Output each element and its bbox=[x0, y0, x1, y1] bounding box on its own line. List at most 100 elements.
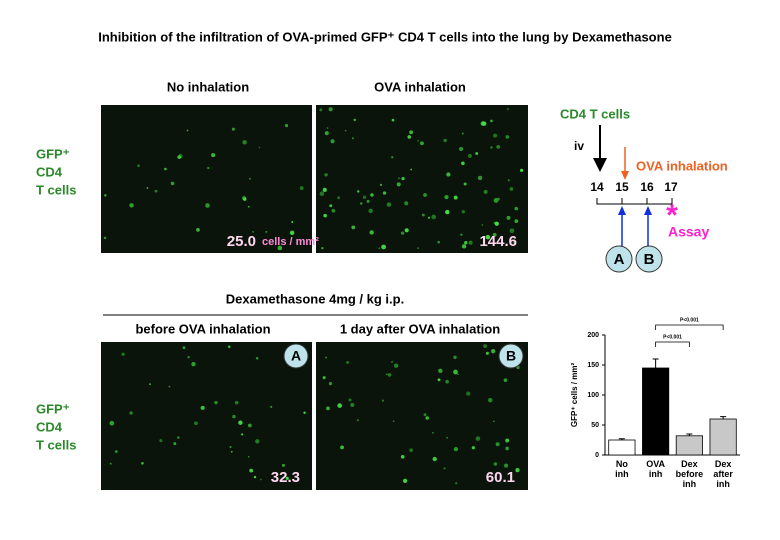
cell-spot bbox=[369, 230, 374, 235]
row-label: GFP⁺ bbox=[36, 146, 70, 161]
cell-spot bbox=[505, 438, 510, 443]
cell-spot bbox=[481, 224, 484, 226]
significance-bracket bbox=[655, 341, 690, 347]
timeline-cells: CD4 T cells bbox=[560, 106, 630, 121]
cell-spot bbox=[492, 232, 497, 237]
cell-spot bbox=[410, 168, 412, 171]
badge-text: B bbox=[644, 251, 655, 268]
error-bar bbox=[720, 416, 727, 419]
cell-spot bbox=[404, 228, 409, 233]
cell-spot bbox=[232, 414, 236, 419]
bar bbox=[709, 418, 737, 456]
cell-spot bbox=[445, 209, 450, 215]
x-tick-label: Dex after inh bbox=[713, 459, 733, 489]
cell-spot bbox=[432, 431, 434, 434]
row-label: T cells bbox=[36, 437, 76, 452]
cell-spot bbox=[464, 241, 468, 245]
cell-spot bbox=[324, 131, 329, 136]
error-bar bbox=[618, 438, 625, 440]
cell-spot bbox=[319, 191, 325, 197]
cell-spot bbox=[270, 405, 273, 408]
cell-spot bbox=[247, 455, 250, 458]
cell-spot bbox=[243, 197, 247, 201]
cell-spot bbox=[509, 187, 514, 191]
cell-spot bbox=[255, 357, 259, 360]
cell-spot bbox=[121, 352, 125, 356]
cell-spot bbox=[227, 345, 231, 349]
cell-spot bbox=[351, 225, 356, 230]
cell-spot bbox=[173, 442, 177, 446]
cell-spot bbox=[423, 193, 427, 197]
cell-spot bbox=[392, 420, 395, 422]
cell-spot bbox=[425, 416, 429, 420]
cell-spot bbox=[493, 420, 495, 423]
cell-spot bbox=[512, 241, 515, 244]
day: 14 bbox=[590, 180, 604, 194]
day: 15 bbox=[615, 180, 629, 194]
cell-spot bbox=[477, 175, 483, 181]
cell-spot bbox=[387, 373, 392, 377]
cell-spot bbox=[437, 378, 441, 382]
cell-spot bbox=[238, 420, 243, 425]
cell-spot bbox=[322, 187, 327, 192]
cell-spot bbox=[485, 351, 489, 355]
cell-spot bbox=[207, 166, 210, 170]
cell-spot bbox=[495, 221, 498, 225]
cell-spot bbox=[368, 208, 373, 214]
count: 60.1 bbox=[486, 469, 515, 486]
x-tick-label: No inh bbox=[615, 459, 629, 479]
error-bar bbox=[686, 433, 693, 436]
cell-spot bbox=[258, 146, 261, 149]
row-label: T cells bbox=[36, 182, 76, 197]
panel-label: OVA inhalation bbox=[374, 79, 466, 94]
cell-spot bbox=[253, 475, 257, 479]
cell-spot bbox=[348, 398, 352, 402]
cell-spot bbox=[129, 411, 133, 415]
cell-spot bbox=[404, 201, 409, 206]
cell-spot bbox=[493, 133, 498, 138]
cell-spot bbox=[437, 240, 440, 244]
cell-spot bbox=[329, 204, 333, 208]
cell-spot bbox=[191, 362, 196, 367]
cell-spot bbox=[397, 177, 400, 180]
badge bbox=[635, 245, 663, 273]
cell-spot bbox=[386, 202, 392, 207]
cell-spot bbox=[353, 118, 357, 122]
cell-spot bbox=[324, 173, 328, 177]
cell-spot bbox=[328, 107, 333, 112]
cell-spot bbox=[468, 240, 473, 245]
cell-spot bbox=[506, 108, 509, 111]
cell-spot bbox=[289, 230, 295, 236]
cell-spot bbox=[445, 379, 449, 384]
cell-spot bbox=[141, 461, 144, 465]
cell-spot bbox=[409, 448, 413, 453]
assay: Assay bbox=[668, 224, 709, 240]
cell-spot bbox=[249, 177, 251, 180]
cell-spot bbox=[370, 193, 374, 197]
cell-spot bbox=[461, 244, 467, 249]
cell-spot bbox=[291, 221, 294, 224]
cell-spot bbox=[391, 118, 395, 122]
cell-spot bbox=[148, 383, 151, 386]
significance-bracket bbox=[655, 324, 724, 330]
cell-spot bbox=[249, 468, 254, 473]
cell-spot bbox=[505, 135, 510, 139]
significance-label: P<0.001 bbox=[680, 317, 699, 323]
cell-spot bbox=[460, 233, 463, 236]
cell-spot bbox=[356, 419, 359, 422]
cell-spot bbox=[455, 482, 458, 485]
cell-spot bbox=[400, 454, 405, 459]
cell-spot bbox=[350, 403, 355, 407]
cell-spot bbox=[360, 202, 363, 205]
cell-spot bbox=[453, 195, 458, 200]
cell-spot bbox=[265, 230, 268, 233]
cell-spot bbox=[247, 205, 250, 208]
significance-label: P<0.001 bbox=[663, 334, 682, 340]
cell-spot bbox=[459, 147, 463, 151]
cell-spot bbox=[299, 186, 304, 191]
cell-spot bbox=[453, 369, 458, 375]
micrograph bbox=[316, 342, 528, 490]
row-label: CD4 bbox=[36, 164, 63, 179]
cell-spot bbox=[109, 462, 112, 465]
challenge: OVA inhalation bbox=[636, 158, 728, 173]
